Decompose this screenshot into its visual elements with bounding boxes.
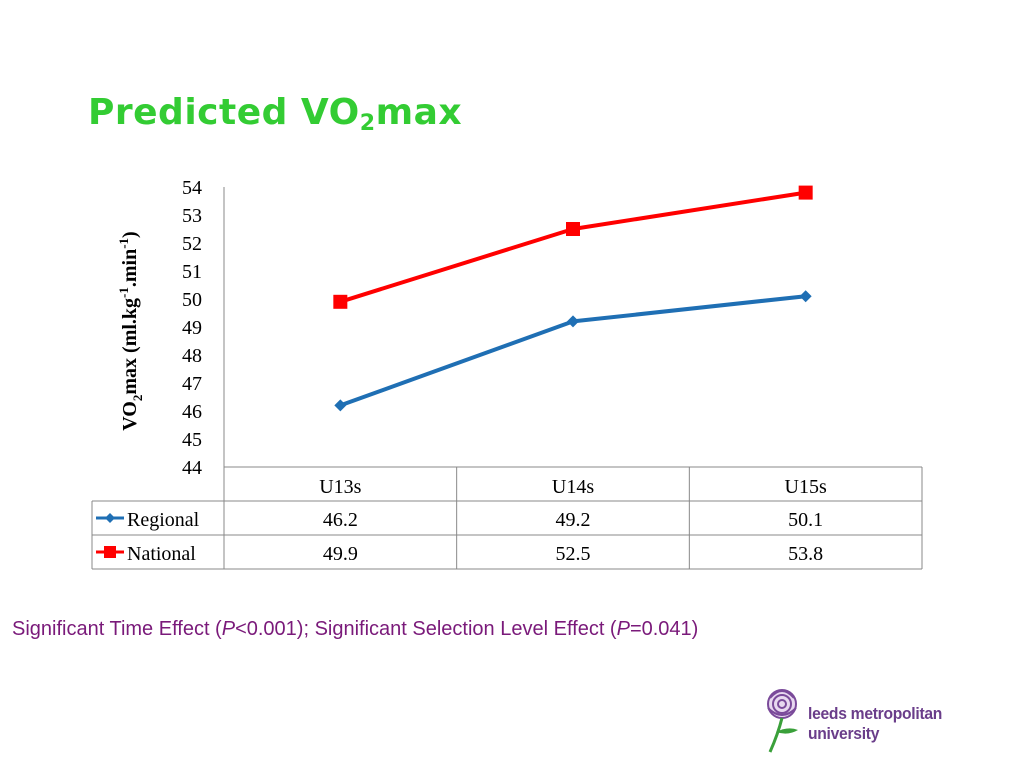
- y-tick-label: 54: [182, 177, 202, 199]
- table-cell-value: 52.5: [556, 543, 591, 565]
- y-tick-label: 51: [182, 261, 202, 283]
- sig-text-3: =0.041): [629, 618, 699, 640]
- y-axis-title-end: ): [119, 231, 141, 238]
- legend-key-marker: [105, 513, 115, 523]
- y-axis-title-main: VO: [119, 401, 141, 431]
- significance-note: Significant Time Effect (P<0.001); Signi…: [12, 618, 698, 641]
- category-label: U13s: [319, 476, 361, 498]
- series-lines: [333, 185, 813, 412]
- data-table: U13s U14s U15s Regional 46.2 49.2 50.1 National…: [91, 466, 923, 570]
- y-tick-label: 46: [182, 401, 202, 423]
- data-point-regional: [567, 315, 579, 328]
- series-line-national: [339, 190, 806, 304]
- title-main: Predicted VO: [88, 92, 360, 133]
- series-line-regional: [339, 294, 806, 408]
- rose-icon: [767, 689, 798, 753]
- table-cell-value: 53.8: [788, 543, 823, 565]
- table-cell-value: 46.2: [323, 509, 358, 531]
- y-tick-label: 53: [182, 205, 202, 227]
- y-axis-title-sub: 2: [130, 395, 145, 402]
- legend-entry: National: [127, 543, 196, 565]
- y-tick-label: 50: [182, 289, 202, 311]
- line-chart: VO2max (ml.kg-1.min-1) 44454647484950515…: [91, 177, 923, 570]
- table-cell-value: 49.9: [323, 543, 358, 565]
- data-point-regional: [334, 399, 347, 412]
- y-tick-label: 52: [182, 233, 202, 255]
- slide-title: Predicted VO2max: [88, 92, 462, 136]
- data-point-national: [798, 185, 813, 200]
- legend-entry: Regional: [127, 509, 200, 531]
- y-tick-labels: 44 45 46 47 48 49 50 51 52 53 54: [182, 177, 202, 479]
- y-tick-label: 45: [182, 429, 202, 451]
- y-tick-label: 48: [182, 345, 202, 367]
- category-label: U14s: [552, 476, 594, 498]
- sig-p2-symbol: P: [616, 618, 630, 640]
- title-tail: max: [375, 92, 463, 133]
- y-tick-label: 47: [182, 373, 202, 395]
- logo-text: leeds metropolitan university: [808, 704, 943, 743]
- y-axis-title-sup2: -1: [116, 238, 131, 249]
- data-point-national: [566, 222, 580, 236]
- y-tick-label: 44: [182, 457, 202, 479]
- category-label: U15s: [785, 476, 827, 498]
- sig-text-2: <0.001); Significant Selection Level Eff…: [235, 618, 617, 640]
- data-point-national: [333, 294, 348, 309]
- y-axis-title-sup1: -1: [116, 287, 131, 298]
- sig-p1-symbol: P: [221, 618, 236, 640]
- sig-text-1: Significant Time Effect (: [12, 618, 222, 640]
- table-cell-value: 50.1: [788, 509, 823, 531]
- y-tick-label: 49: [182, 317, 202, 339]
- data-point-regional: [799, 290, 812, 303]
- table-cell-value: 49.2: [556, 509, 591, 531]
- legend-key-marker: [104, 546, 116, 558]
- y-axis-title: VO2max (ml.kg-1.min-1): [116, 231, 145, 430]
- title-subscript: 2: [359, 111, 376, 136]
- y-axis-title-mid: max (ml.kg: [119, 298, 141, 395]
- y-axis-title-mid2: .min: [119, 249, 141, 287]
